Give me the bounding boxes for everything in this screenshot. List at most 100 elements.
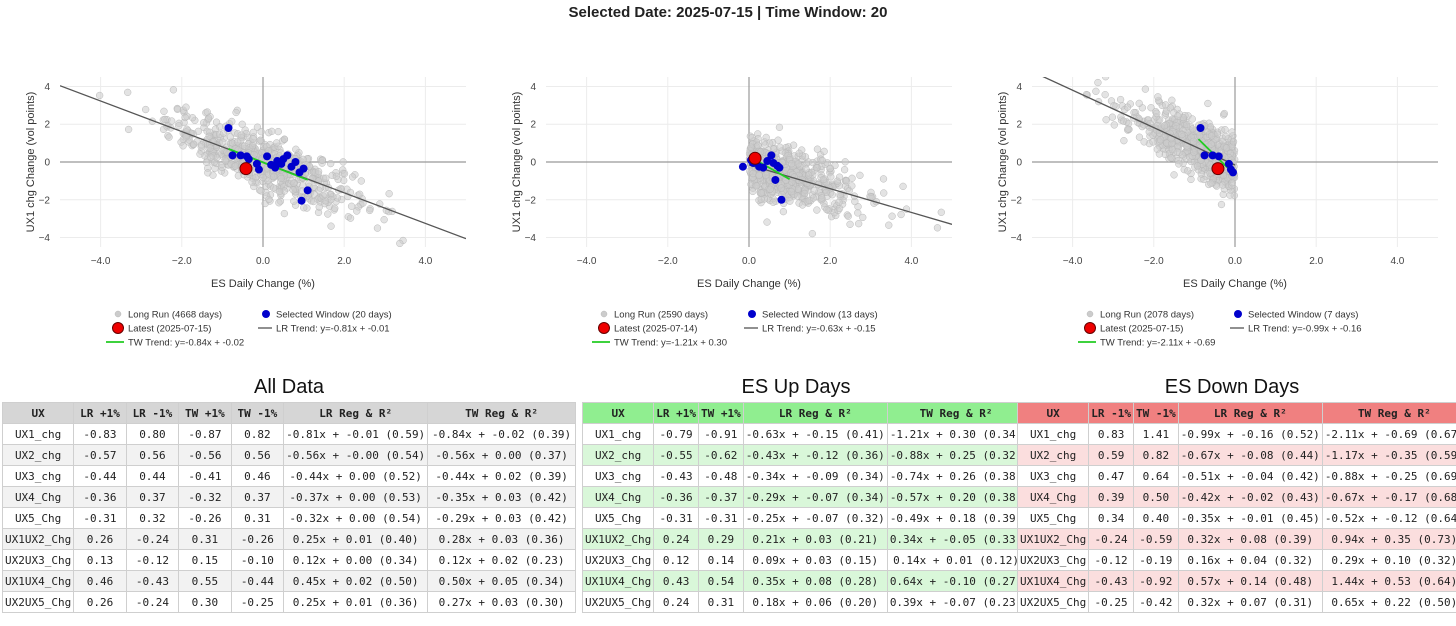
row-label-cell: UX1UX2_Chg	[1016, 528, 1090, 550]
long-run-point	[1195, 132, 1204, 140]
table-cell: 0.12x + 0.02 (0.23)	[427, 549, 576, 571]
table-cell: 0.65x + 0.22 (0.50)	[1321, 591, 1456, 613]
long-run-point	[269, 184, 278, 192]
long-run-point	[290, 197, 298, 205]
table-cell: 0.82	[230, 423, 285, 445]
table-row: UX4_Chg -0.36 0.37 -0.32 0.37 -0.37x + 0.00 (…	[1, 486, 576, 508]
table-cell: 0.25x + 0.01 (0.36)	[283, 591, 429, 613]
long-run-point	[179, 142, 187, 150]
long-run-point	[1184, 167, 1192, 175]
long-run-point	[182, 103, 190, 111]
table-cell: -0.79	[653, 423, 699, 445]
long-run-point	[813, 163, 821, 172]
table-cell: -0.43	[653, 465, 699, 487]
legend-latest-label: Latest (2025-07-14)	[614, 324, 697, 335]
table-cell: 0.32x + 0.07 (0.31)	[1177, 591, 1323, 613]
table-cell: 0.47	[1088, 465, 1134, 487]
table-row: UX3_chg -0.43 -0.48 -0.34x + -0.09 (0.34) -0…	[581, 465, 1026, 487]
table-cell: 0.32	[125, 507, 180, 529]
long-run-point	[324, 210, 332, 218]
legend-lr-trend-label: LR Trend: y=-0.99x + -0.16	[1248, 324, 1362, 335]
table-down-days-panel: ES Down Days UX LR -1% TW -1% LR Reg & R² TW…	[1016, 374, 1456, 613]
table-cell: 0.44	[125, 465, 180, 487]
long-run-point	[748, 133, 756, 142]
window-point	[244, 155, 253, 164]
x-axis-title: ES Daily Change (%)	[1183, 278, 1287, 290]
long-run-point	[238, 120, 246, 128]
long-run-point	[786, 197, 794, 205]
table-cell: -0.52x + -0.12 (0.64)	[1321, 507, 1456, 529]
long-run-point	[855, 220, 863, 228]
table-cell: -0.35x + 0.03 (0.42)	[427, 486, 576, 508]
table-cell: 0.82	[1132, 444, 1179, 466]
x-axis-title: ES Daily Change (%)	[211, 278, 315, 290]
long-run-point	[761, 141, 769, 149]
latest-point	[1211, 162, 1225, 176]
table-cell: -0.99x + -0.16 (0.52)	[1177, 423, 1323, 445]
row-label-cell: UX2UX5_Chg	[581, 591, 655, 613]
long-run-point	[331, 204, 339, 212]
table-cell: -0.26	[178, 507, 232, 529]
long-run-point	[346, 214, 355, 222]
window-point	[1196, 124, 1205, 132]
table-cell: 0.46	[73, 570, 127, 592]
table-all-data-panel: All Data UX LR +1% LR -1% TW +1% TW -1% LR Re…	[1, 374, 576, 613]
long-run-point	[203, 108, 211, 116]
scatter-chart-down: −4.0 −2.0 0.0 2.0 4.0 −4 −2 0 2 4 ES Daily Change …	[980, 62, 1456, 352]
table-row: UX2UX3_Chg 0.13 -0.12 0.15 -0.10 0.12x + 0.00…	[1, 549, 576, 571]
long-run-point	[1187, 175, 1195, 184]
long-run-point	[309, 197, 318, 206]
x-tick-label: −2.0	[1144, 256, 1164, 267]
long-run-point	[833, 177, 841, 185]
legend-window-marker	[262, 310, 270, 318]
long-run-point	[268, 127, 276, 136]
window-point	[271, 163, 280, 172]
column-header: TW +1%	[697, 402, 744, 424]
table-cell: -0.19	[1132, 549, 1179, 571]
long-run-point	[1102, 116, 1110, 124]
table-cell: -0.25	[230, 591, 285, 613]
long-run-point	[1155, 150, 1164, 158]
table-cell: -0.37	[697, 486, 744, 508]
long-run-point	[183, 125, 191, 133]
x-tick-label: 4.0	[904, 256, 918, 267]
long-run-point	[1228, 179, 1236, 187]
y-tick-label: −4	[1011, 233, 1023, 244]
y-axis-title: UX1 chg Change (vol points)	[511, 92, 523, 233]
table-cell: -0.12	[1088, 549, 1134, 571]
table-cell: 0.12	[653, 549, 699, 571]
row-label-cell: UX2UX5_Chg	[1016, 591, 1090, 613]
long-run-point	[879, 175, 888, 183]
window-point	[771, 175, 780, 184]
long-run-point	[801, 189, 809, 198]
long-run-point	[273, 139, 281, 147]
long-run-point	[194, 127, 202, 136]
long-run-point	[1193, 162, 1202, 170]
long-run-point	[292, 145, 300, 153]
table-cell: 0.83	[1088, 423, 1134, 445]
legend-latest-marker	[598, 322, 610, 334]
long-run-point	[1092, 87, 1100, 95]
row-label-cell: UX3_chg	[581, 465, 655, 487]
table-cell: -0.43	[1088, 570, 1134, 592]
row-label-cell: UX1UX2_Chg	[581, 528, 655, 550]
table-cell: 0.29x + 0.10 (0.32)	[1321, 549, 1456, 571]
long-run-point	[1188, 115, 1196, 123]
long-run-point	[809, 158, 817, 167]
row-label-cell: UX2_chg	[581, 444, 655, 466]
x-axis-title: ES Daily Change (%)	[697, 278, 801, 290]
plot-area	[60, 85, 466, 247]
table-title: All Data	[253, 376, 325, 398]
table-cell: 0.56	[230, 444, 285, 466]
table-cell: 0.31	[230, 507, 285, 529]
column-header: TW Reg & R²	[1321, 402, 1456, 424]
long-run-point	[808, 229, 817, 238]
table-cell: -0.31	[697, 507, 744, 529]
column-header: UX	[1, 402, 75, 424]
long-run-point	[835, 204, 844, 213]
long-run-point	[275, 199, 283, 207]
table-up-days-panel: ES Up Days UX LR +1% TW +1% LR Reg & R² TW R…	[581, 374, 1026, 613]
long-run-point	[1162, 101, 1170, 109]
table-row: UX2UX3_Chg -0.12 -0.19 0.16x + 0.04 (0.32) 0…	[1016, 549, 1456, 571]
long-run-point	[888, 212, 896, 220]
